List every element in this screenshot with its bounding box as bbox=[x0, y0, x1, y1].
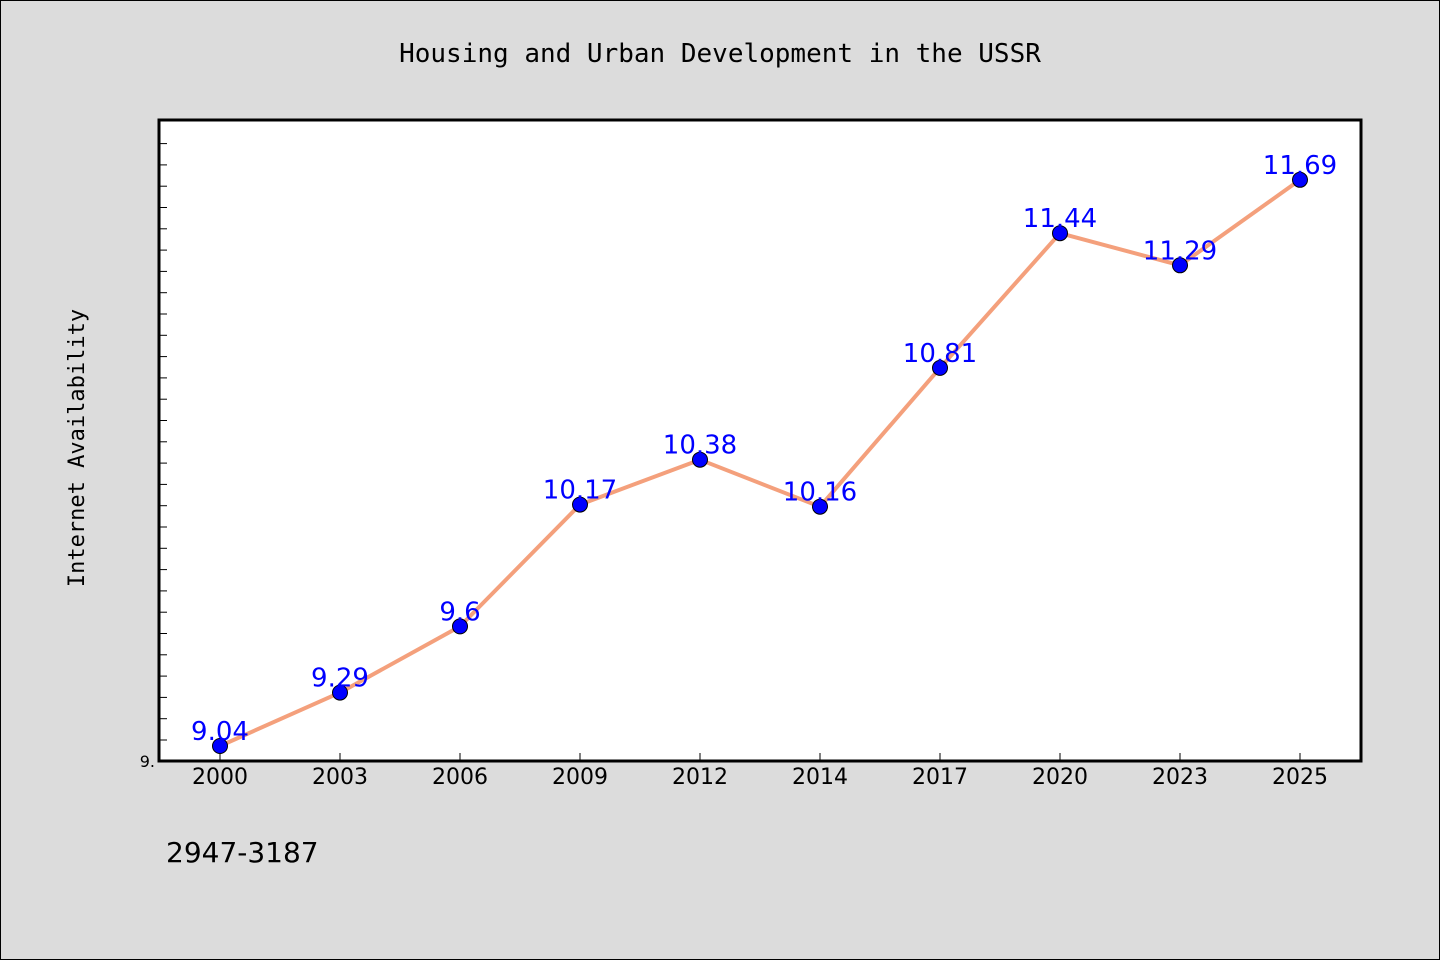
footer-code: 2947-3187 bbox=[166, 836, 319, 869]
y-tick-label: 9. bbox=[140, 752, 155, 771]
data-point bbox=[452, 618, 468, 635]
x-tick-label: 2020 bbox=[1032, 765, 1088, 790]
x-tick-label: 2009 bbox=[552, 765, 608, 790]
data-point bbox=[1292, 171, 1308, 188]
data-point bbox=[932, 359, 948, 376]
chart-title: Housing and Urban Development in the USS… bbox=[399, 39, 1041, 69]
data-label: 9.04 bbox=[191, 717, 249, 747]
data-label: 10.81 bbox=[903, 339, 977, 369]
x-tick-label: 2006 bbox=[432, 765, 488, 790]
data-point bbox=[332, 684, 348, 701]
x-tick-label: 2014 bbox=[792, 765, 848, 790]
data-labels: 9.04 9.29 9.6 10.17 10.38 10.16 10.81 11.44 11.2… bbox=[191, 151, 1337, 747]
data-label: 9.29 bbox=[311, 664, 369, 694]
data-label: 10.17 bbox=[543, 476, 617, 506]
x-tick-label: 2025 bbox=[1272, 765, 1328, 790]
data-label: 10.38 bbox=[663, 431, 737, 461]
data-point bbox=[1172, 257, 1188, 274]
plot-area bbox=[157, 118, 1363, 763]
data-point bbox=[212, 738, 228, 754]
data-point bbox=[812, 498, 828, 515]
data-point bbox=[572, 496, 588, 513]
data-label: 11.69 bbox=[1263, 151, 1337, 181]
data-label: 9.6 bbox=[439, 597, 480, 627]
data-point bbox=[692, 451, 708, 468]
series-markers bbox=[212, 171, 1308, 754]
x-tick-label: 2023 bbox=[1152, 765, 1208, 790]
y-axis-ticks: 9. bbox=[140, 143, 167, 771]
data-label: 11.44 bbox=[1023, 204, 1097, 234]
x-tick-label: 2000 bbox=[192, 765, 248, 790]
data-point bbox=[1052, 225, 1068, 242]
data-label: 10.16 bbox=[783, 478, 857, 508]
x-tick-label: 2012 bbox=[672, 765, 728, 790]
x-tick-label: 2003 bbox=[312, 765, 368, 790]
series-line bbox=[219, 178, 1302, 748]
data-label: 11.29 bbox=[1143, 236, 1217, 266]
y-axis-label: Internet Availability bbox=[65, 309, 90, 587]
x-axis-ticks: 2000 2003 2006 2009 2012 2014 2017 2020 2023 2025 bbox=[192, 753, 1328, 790]
x-tick-label: 2017 bbox=[912, 765, 968, 790]
